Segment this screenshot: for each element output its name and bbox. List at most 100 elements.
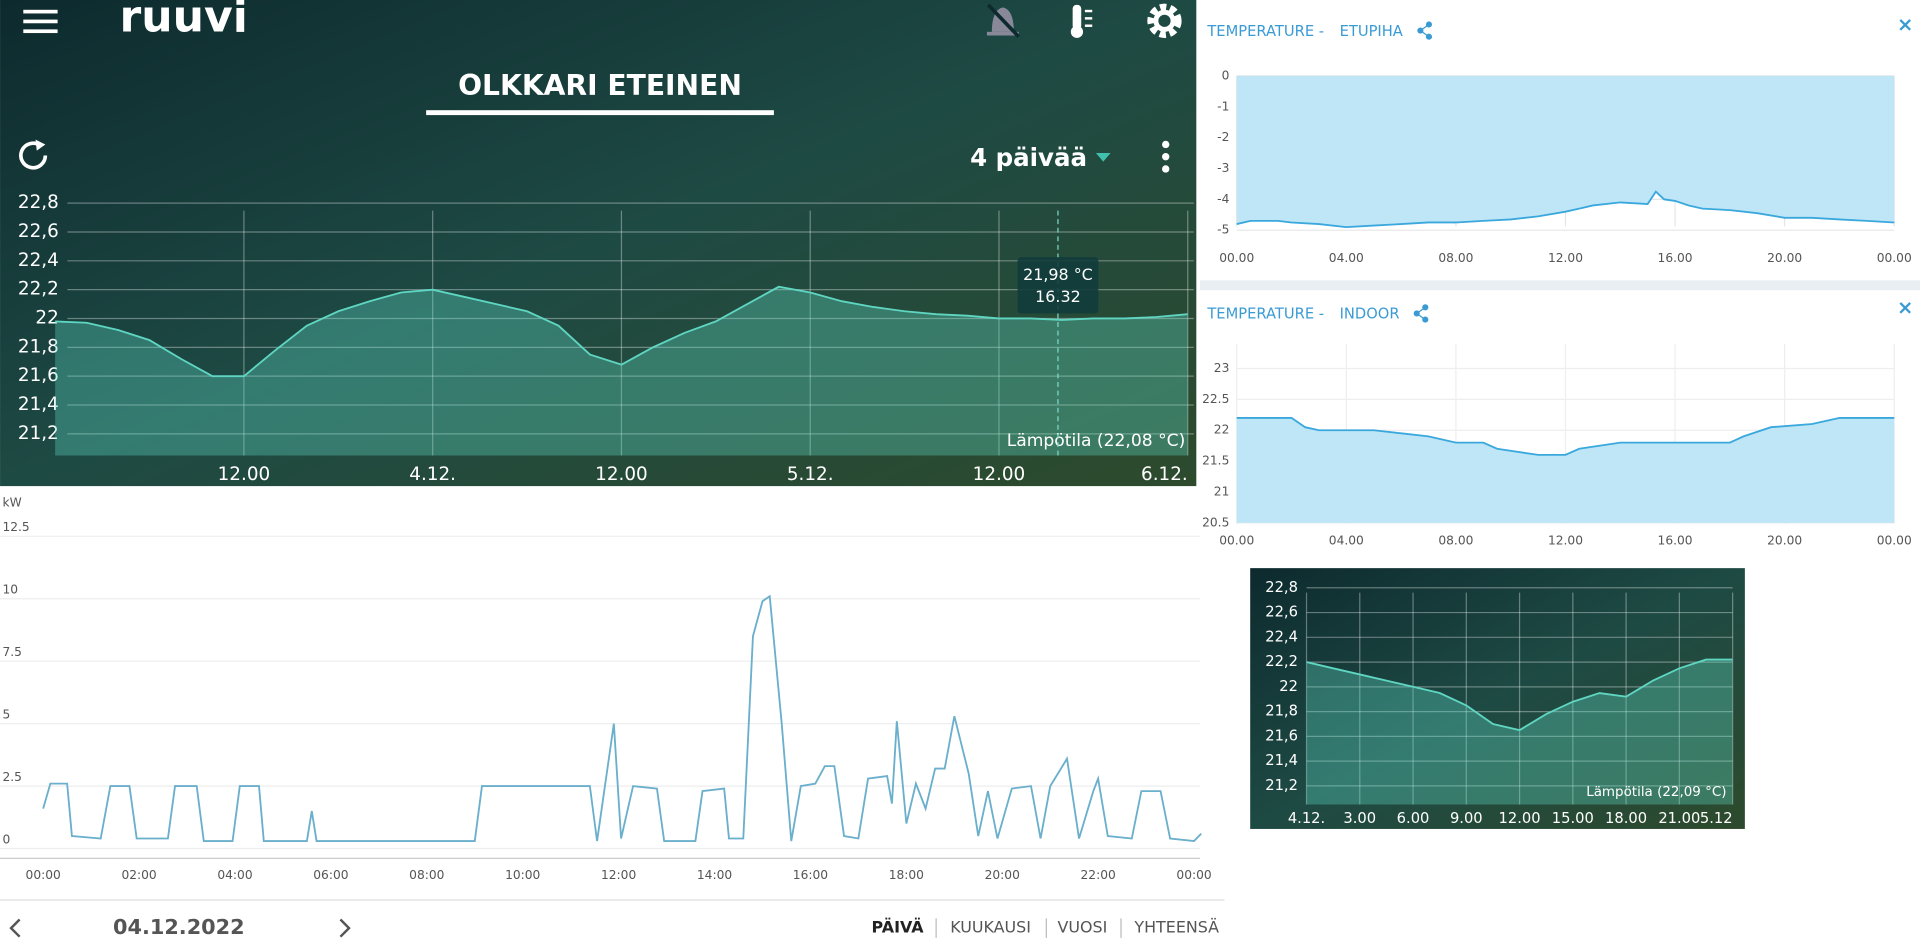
tab-separator bbox=[935, 918, 937, 938]
close-button[interactable]: × bbox=[1897, 13, 1913, 36]
x-tick-label: 12.00 bbox=[1499, 810, 1541, 827]
x-tick-label: 00.00 bbox=[1877, 534, 1912, 548]
y-tick-label: 21,6 bbox=[1265, 727, 1298, 744]
y-tick-label: 12.5 bbox=[2, 520, 29, 534]
x-tick-label: 5.12 bbox=[1700, 810, 1733, 827]
panel-title: TEMPERATURE - bbox=[1206, 306, 1324, 323]
period-tab[interactable]: VUOSI bbox=[1058, 918, 1108, 937]
x-tick-label: 5.12. bbox=[787, 464, 834, 485]
alert-icon[interactable] bbox=[986, 3, 1021, 39]
x-tick-label: 08:00 bbox=[409, 868, 444, 882]
x-tick-label: 08.00 bbox=[1438, 251, 1473, 265]
area-fill bbox=[1306, 659, 1733, 805]
x-tick-label: 20.00 bbox=[1767, 251, 1802, 265]
y-tick-label: 21.5 bbox=[1202, 454, 1229, 468]
y-tick-label: 22,8 bbox=[18, 192, 59, 213]
date: 04.12.2022 bbox=[113, 915, 245, 939]
y-tick-label: 7.5 bbox=[2, 645, 21, 659]
y-tick-label: 22,2 bbox=[1265, 653, 1298, 670]
charts: 21,2 21,4 21,6 21,8 22 22,2 22,4 22,6 22,8 12.00 4… bbox=[0, 68, 1912, 882]
x-tick-label: 12.00 bbox=[595, 464, 648, 485]
x-tick-label: 10:00 bbox=[505, 868, 540, 882]
x-tick-label: 16.00 bbox=[1658, 534, 1693, 548]
y-tick-label: 21,8 bbox=[1265, 703, 1298, 720]
legend-label: Lämpötila (22,08 °C) bbox=[1007, 431, 1186, 451]
area-fill bbox=[1236, 75, 1895, 228]
y-tick-label: 21,2 bbox=[1265, 777, 1298, 794]
x-tick-label: 00.00 bbox=[1877, 251, 1912, 265]
y-tick-label: -4 bbox=[1217, 192, 1229, 206]
settings-icon[interactable] bbox=[1147, 3, 1182, 38]
share-icon[interactable] bbox=[1417, 21, 1433, 40]
period-tab[interactable]: YHTEENSÄ bbox=[1133, 918, 1219, 937]
x-tick-label: 00:00 bbox=[26, 868, 61, 882]
y-tick-label: 10 bbox=[2, 583, 18, 597]
tab-separator bbox=[1120, 918, 1122, 938]
share-icon[interactable] bbox=[1413, 304, 1429, 323]
series-line bbox=[55, 285, 1188, 378]
y-tick-label: 22,4 bbox=[18, 250, 59, 271]
more-icon[interactable] bbox=[1162, 140, 1170, 173]
y-axis-label: kW bbox=[2, 496, 21, 510]
x-tick-label: 12.00 bbox=[1548, 534, 1583, 548]
x-tick-label: 14:00 bbox=[697, 868, 732, 882]
y-tick-label: 21 bbox=[1214, 484, 1230, 498]
y-tick-label: 22,6 bbox=[1265, 604, 1298, 621]
x-tick-label: 04.00 bbox=[1329, 251, 1364, 265]
x-tick-label: 3.00 bbox=[1343, 810, 1376, 827]
range-selector[interactable]: 4 päivää bbox=[970, 143, 1087, 172]
y-tick-label: 22.5 bbox=[1202, 392, 1229, 406]
menu-icon[interactable] bbox=[23, 9, 58, 34]
legend-label: Lämpötila (22,09 °C) bbox=[1586, 785, 1726, 800]
y-tick-label: 21,2 bbox=[18, 423, 59, 444]
tooltip-time: 16.32 bbox=[1035, 287, 1081, 306]
x-tick-label: 6.12. bbox=[1141, 464, 1188, 485]
x-tick-label: 9.00 bbox=[1450, 810, 1483, 827]
next-button[interactable] bbox=[339, 918, 351, 938]
y-tick-label: 23 bbox=[1214, 361, 1230, 375]
x-tick-label: 12:00 bbox=[601, 868, 636, 882]
area-fill bbox=[55, 286, 1188, 456]
x-tick-label: 00.00 bbox=[1219, 534, 1254, 548]
widget-background bbox=[1250, 568, 1745, 829]
y-tick-label: 0 bbox=[1222, 68, 1230, 82]
panel-sensor: ETUPIHA bbox=[1340, 23, 1403, 40]
thermometer-icon[interactable] bbox=[1070, 4, 1093, 38]
x-tick-label: 12.00 bbox=[218, 464, 271, 485]
x-tick-label: 18:00 bbox=[889, 868, 924, 882]
tooltip bbox=[1017, 257, 1099, 314]
x-tick-label: 22:00 bbox=[1081, 868, 1116, 882]
period-tab[interactable]: PÄIVÄ bbox=[872, 918, 925, 937]
period-tab[interactable]: KUUKAUSI bbox=[950, 918, 1031, 937]
tab-separator bbox=[1045, 918, 1047, 938]
y-tick-label: 22,6 bbox=[18, 221, 59, 242]
area-fill bbox=[1236, 417, 1895, 523]
x-tick-label: 04.00 bbox=[1329, 534, 1364, 548]
x-tick-label: 12.00 bbox=[973, 464, 1026, 485]
x-tick-label: 20.00 bbox=[1767, 534, 1802, 548]
sensor-background bbox=[0, 0, 1197, 487]
refresh-icon[interactable] bbox=[19, 139, 48, 170]
series-line bbox=[42, 594, 1202, 843]
y-tick-label: 22 bbox=[35, 307, 58, 328]
tab-underline bbox=[426, 110, 774, 116]
series-line bbox=[1236, 190, 1895, 229]
y-tick-label: 0 bbox=[2, 832, 10, 846]
prev-button[interactable] bbox=[9, 918, 21, 938]
close-button[interactable]: × bbox=[1897, 296, 1913, 319]
x-tick-label: 16.00 bbox=[1658, 251, 1693, 265]
logo: ruuvi bbox=[120, 0, 248, 43]
x-tick-label: 4.12. bbox=[1288, 810, 1325, 827]
dropdown-arrow[interactable] bbox=[1095, 153, 1111, 162]
x-tick-label: 6.00 bbox=[1397, 810, 1430, 827]
y-tick-label: 21,4 bbox=[18, 394, 59, 415]
separator bbox=[1199, 280, 1920, 291]
y-tick-label: 20.5 bbox=[1202, 515, 1229, 529]
y-tick-label: 21,8 bbox=[18, 336, 59, 357]
y-tick-label: -3 bbox=[1217, 161, 1229, 175]
x-tick-label: 00:00 bbox=[1176, 868, 1211, 882]
y-tick-label: 22,8 bbox=[1265, 579, 1298, 596]
